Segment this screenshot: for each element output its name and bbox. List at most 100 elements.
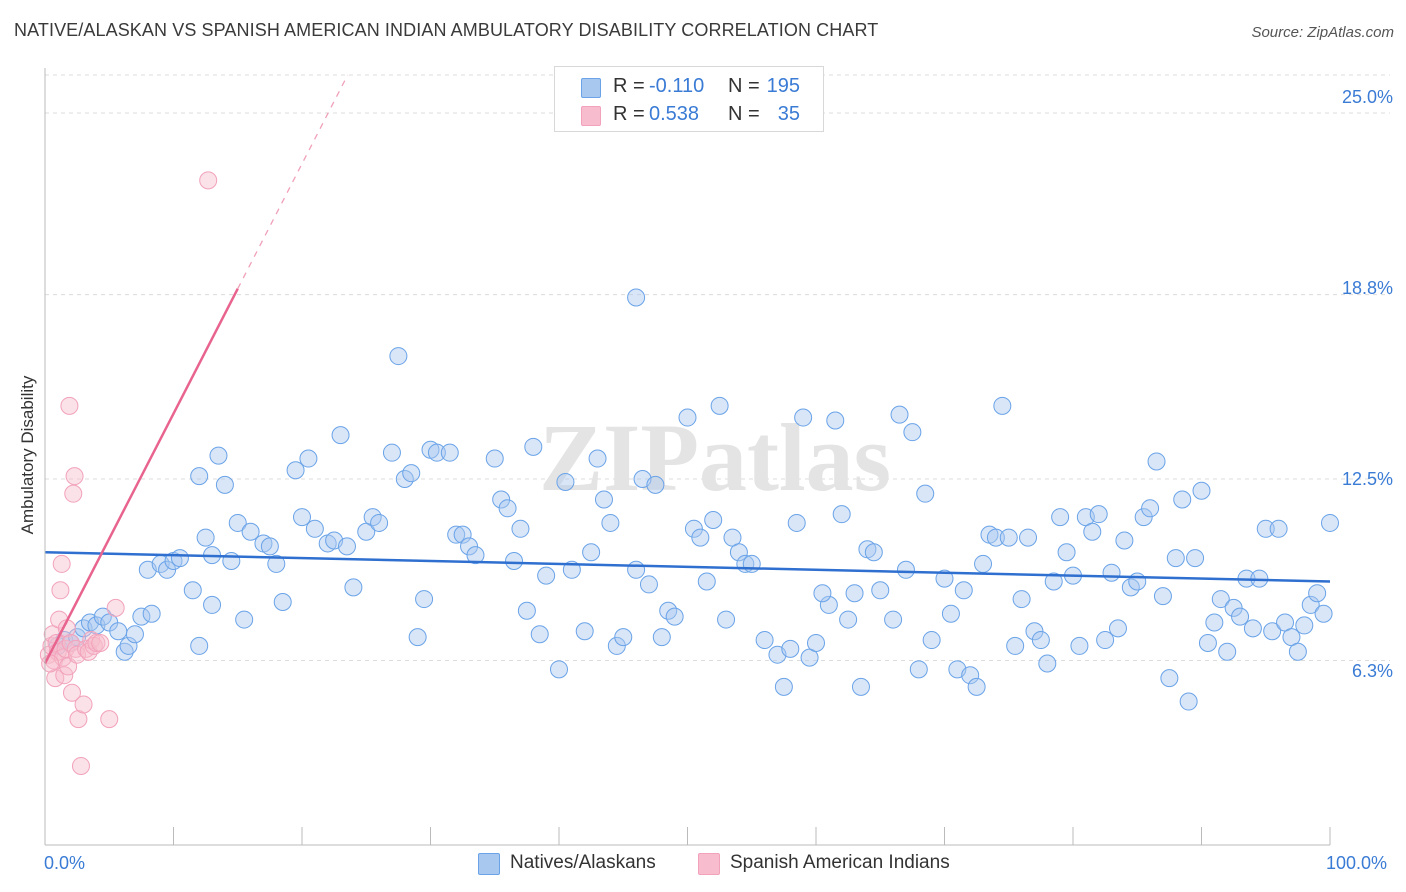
- data-point-natives: [794, 408, 813, 427]
- data-point-natives: [305, 519, 324, 538]
- data-point-natives: [819, 595, 838, 614]
- data-point-natives: [440, 443, 459, 462]
- data-point-natives: [190, 467, 209, 486]
- data-point-natives: [415, 590, 434, 609]
- data-point-spanish: [65, 467, 84, 486]
- data-point-natives: [1186, 549, 1205, 568]
- trend-line-natives: [44, 550, 1331, 583]
- legend-label: Spanish American Indians: [730, 852, 950, 873]
- data-point-natives: [1192, 481, 1211, 500]
- data-point-natives: [999, 528, 1018, 547]
- data-point-natives: [832, 505, 851, 524]
- data-point-natives: [1308, 584, 1327, 603]
- n-label: N =: [728, 103, 760, 125]
- data-point-natives: [851, 677, 870, 696]
- data-point-natives: [215, 475, 234, 494]
- data-point-spanish: [61, 633, 80, 652]
- data-point-natives: [922, 631, 941, 650]
- y-tick-label-18-8: 18.8%: [1341, 278, 1393, 298]
- data-point-natives: [209, 446, 228, 465]
- data-point-natives: [787, 513, 806, 532]
- data-point-natives: [1057, 543, 1076, 562]
- n-value: 35: [777, 103, 800, 125]
- data-point-natives: [607, 636, 626, 655]
- data-point-natives: [1301, 595, 1320, 614]
- data-point-natives: [813, 584, 832, 603]
- data-point-natives: [755, 631, 774, 650]
- data-point-natives: [704, 511, 723, 530]
- stats-legend: R = -0.110 N = 195 R = 0.538 N = 35: [554, 66, 824, 132]
- data-point-natives: [941, 604, 960, 623]
- data-point-natives: [550, 660, 568, 679]
- data-point-natives: [575, 622, 594, 641]
- data-point-natives: [142, 604, 161, 623]
- data-point-natives: [986, 528, 1005, 547]
- data-point-natives: [1108, 619, 1127, 638]
- data-point-natives: [505, 552, 524, 571]
- data-point-natives: [1321, 513, 1339, 532]
- data-point-natives: [1314, 604, 1333, 623]
- data-point-natives: [1083, 522, 1102, 541]
- data-point-spanish: [68, 645, 87, 664]
- data-point-natives: [402, 464, 421, 483]
- data-point-natives: [1269, 519, 1288, 538]
- data-point-natives: [460, 537, 479, 556]
- data-point-natives: [344, 578, 363, 597]
- data-point-natives: [839, 610, 858, 629]
- n-label: N =: [728, 75, 760, 97]
- data-point-spanish: [199, 171, 218, 190]
- data-point-natives: [903, 423, 922, 442]
- data-point-natives: [408, 628, 427, 647]
- data-point-natives: [190, 636, 209, 655]
- data-point-natives: [1160, 669, 1179, 688]
- data-point-spanish: [60, 396, 79, 415]
- data-point-natives: [594, 490, 613, 509]
- data-point-natives: [896, 560, 915, 579]
- data-point-natives: [601, 513, 620, 532]
- data-point-natives: [678, 408, 697, 427]
- data-point-natives: [1295, 616, 1314, 635]
- data-point-natives: [1070, 636, 1089, 655]
- data-point-natives: [1128, 572, 1147, 591]
- data-point-natives: [485, 449, 504, 468]
- r-value: 0.538: [649, 103, 700, 125]
- data-point-natives: [729, 543, 748, 562]
- data-point-natives: [537, 566, 556, 585]
- data-point-natives: [498, 499, 517, 518]
- data-point-natives: [260, 537, 279, 556]
- data-point-natives: [1096, 631, 1115, 650]
- data-point-spanish: [62, 683, 81, 702]
- data-point-spanish: [74, 695, 93, 714]
- data-point-natives: [614, 628, 633, 647]
- legend-swatch-pink: [698, 853, 720, 875]
- grid-lines: [45, 74, 1390, 662]
- data-point-spanish: [56, 639, 75, 658]
- data-point-natives: [845, 584, 864, 603]
- data-point-spanish: [87, 633, 106, 652]
- data-point-natives: [492, 490, 511, 509]
- data-point-natives: [781, 639, 800, 658]
- x-tick-label-min: 0.0%: [44, 853, 86, 873]
- data-point-natives: [1115, 531, 1134, 550]
- axes: [44, 68, 1331, 846]
- trend-line-spanish-extension: [237, 74, 349, 290]
- data-point-natives: [665, 607, 684, 626]
- data-point-natives: [1012, 590, 1031, 609]
- data-point-natives: [588, 449, 607, 468]
- data-point-natives: [267, 554, 286, 573]
- data-point-natives: [466, 546, 485, 565]
- data-point-natives: [1218, 642, 1237, 661]
- data-point-natives: [228, 513, 247, 532]
- data-point-natives: [1134, 508, 1153, 527]
- data-point-natives: [1198, 633, 1217, 652]
- data-point-natives: [299, 449, 318, 468]
- data-point-natives: [158, 560, 177, 579]
- data-point-natives: [916, 484, 935, 503]
- data-point-natives: [582, 543, 601, 562]
- data-point-natives: [1224, 598, 1243, 617]
- data-point-natives: [807, 633, 825, 652]
- data-point-natives: [1205, 613, 1224, 632]
- data-point-spanish: [41, 654, 60, 673]
- data-point-natives: [1051, 508, 1070, 527]
- data-point-spanish: [51, 581, 70, 600]
